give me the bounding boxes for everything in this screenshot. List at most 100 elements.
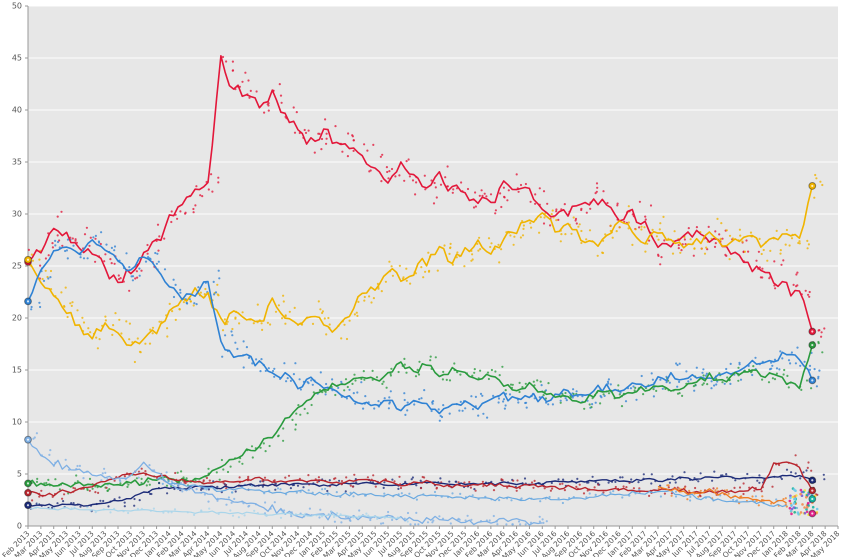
poll-point bbox=[625, 486, 628, 489]
poll-point bbox=[180, 470, 183, 473]
poll-point bbox=[173, 487, 176, 491]
poll-point bbox=[417, 523, 420, 526]
poll-point bbox=[712, 487, 715, 490]
poll-point bbox=[94, 237, 97, 240]
poll-point bbox=[820, 335, 823, 338]
poll-point bbox=[665, 381, 668, 384]
poll-point bbox=[695, 226, 699, 229]
poll-point bbox=[40, 489, 43, 492]
poll-point bbox=[719, 237, 722, 240]
poll-point bbox=[755, 259, 758, 262]
poll-point bbox=[505, 523, 508, 526]
poll-point bbox=[172, 295, 176, 299]
poll-point bbox=[471, 374, 474, 377]
poll-point bbox=[582, 492, 586, 495]
poll-point bbox=[588, 403, 591, 406]
series-lightblue-trend-line bbox=[27, 439, 543, 526]
poll-point bbox=[138, 274, 141, 277]
poll-point bbox=[743, 250, 747, 253]
poll-point bbox=[146, 243, 149, 247]
poll-point bbox=[806, 239, 809, 242]
poll-point bbox=[247, 475, 250, 478]
poll-point bbox=[662, 215, 665, 218]
poll-point bbox=[580, 229, 583, 233]
poll-point bbox=[818, 369, 821, 372]
poll-point bbox=[259, 480, 262, 483]
poll-point bbox=[474, 205, 477, 208]
poll-point bbox=[515, 173, 518, 176]
poll-point bbox=[128, 289, 131, 292]
poll-point bbox=[424, 270, 427, 273]
poll-point bbox=[323, 317, 326, 320]
poll-point bbox=[327, 316, 330, 320]
poll-point bbox=[674, 481, 677, 484]
poll-point bbox=[218, 277, 221, 280]
poll-point bbox=[675, 362, 678, 365]
poll-point bbox=[170, 220, 173, 224]
poll-point bbox=[529, 222, 532, 225]
poll-point bbox=[561, 482, 564, 485]
poll-point bbox=[118, 318, 121, 321]
poll-point bbox=[638, 200, 642, 203]
series-navy-start-marker-center bbox=[26, 504, 30, 507]
poll-point bbox=[112, 324, 115, 327]
poll-point bbox=[88, 477, 92, 480]
poll-point bbox=[805, 469, 808, 472]
poll-point bbox=[103, 260, 106, 263]
poll-point bbox=[221, 355, 224, 358]
poll-point bbox=[294, 423, 297, 426]
poll-point bbox=[104, 253, 107, 256]
poll-point bbox=[56, 234, 59, 237]
poll-point bbox=[423, 389, 426, 392]
poll-point bbox=[794, 454, 797, 457]
poll-point bbox=[156, 252, 159, 255]
poll-point bbox=[381, 382, 384, 385]
poll-point bbox=[564, 233, 567, 236]
poll-point bbox=[496, 523, 499, 526]
poll-point bbox=[457, 481, 460, 484]
poll-point bbox=[381, 153, 384, 156]
poll-point bbox=[678, 487, 681, 490]
poll-point bbox=[726, 376, 729, 379]
poll-point bbox=[216, 499, 219, 502]
poll-point bbox=[790, 504, 793, 507]
poll-point bbox=[500, 205, 503, 209]
poll-point bbox=[205, 476, 208, 480]
poll-point bbox=[386, 170, 389, 174]
poll-point bbox=[479, 369, 482, 372]
series-navy-end-marker-center bbox=[811, 479, 814, 482]
poll-point bbox=[721, 381, 724, 384]
poll-point bbox=[677, 247, 680, 250]
poll-point bbox=[463, 481, 466, 484]
poll-point bbox=[199, 291, 202, 294]
poll-point bbox=[784, 497, 787, 500]
poll-point bbox=[657, 253, 660, 256]
poll-point bbox=[441, 378, 444, 381]
poll-point bbox=[782, 373, 785, 376]
poll-point bbox=[603, 394, 606, 397]
poll-point bbox=[289, 379, 292, 382]
poll-point bbox=[211, 190, 214, 193]
poll-point bbox=[481, 194, 484, 197]
poll-point bbox=[607, 382, 610, 385]
poll-point bbox=[176, 471, 179, 474]
poll-point bbox=[819, 180, 822, 183]
poll-point bbox=[195, 303, 198, 306]
poll-point bbox=[91, 487, 94, 490]
poll-point bbox=[756, 479, 759, 482]
poll-point bbox=[151, 326, 155, 329]
poll-point bbox=[391, 274, 394, 277]
y-tick-label: 25 bbox=[12, 262, 22, 271]
poll-point bbox=[208, 507, 211, 510]
poll-point bbox=[466, 187, 470, 191]
poll-point bbox=[701, 383, 704, 386]
poll-point bbox=[587, 481, 590, 484]
poll-point bbox=[487, 237, 491, 240]
poll-point bbox=[385, 166, 388, 169]
poll-point bbox=[388, 260, 391, 263]
poll-point bbox=[648, 494, 651, 497]
poll-point bbox=[107, 505, 110, 508]
poll-point bbox=[753, 489, 756, 492]
poll-point bbox=[533, 479, 536, 482]
poll-point bbox=[154, 251, 157, 255]
